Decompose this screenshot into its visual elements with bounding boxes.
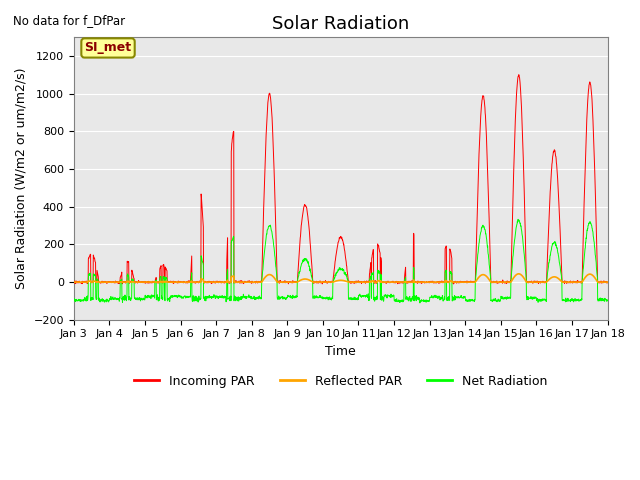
X-axis label: Time: Time	[325, 345, 356, 358]
Text: No data for f_DfPar: No data for f_DfPar	[13, 14, 125, 27]
Title: Solar Radiation: Solar Radiation	[272, 15, 410, 33]
Y-axis label: Solar Radiation (W/m2 or um/m2/s): Solar Radiation (W/m2 or um/m2/s)	[15, 68, 28, 289]
Text: SI_met: SI_met	[84, 41, 132, 54]
Legend: Incoming PAR, Reflected PAR, Net Radiation: Incoming PAR, Reflected PAR, Net Radiati…	[129, 370, 552, 393]
